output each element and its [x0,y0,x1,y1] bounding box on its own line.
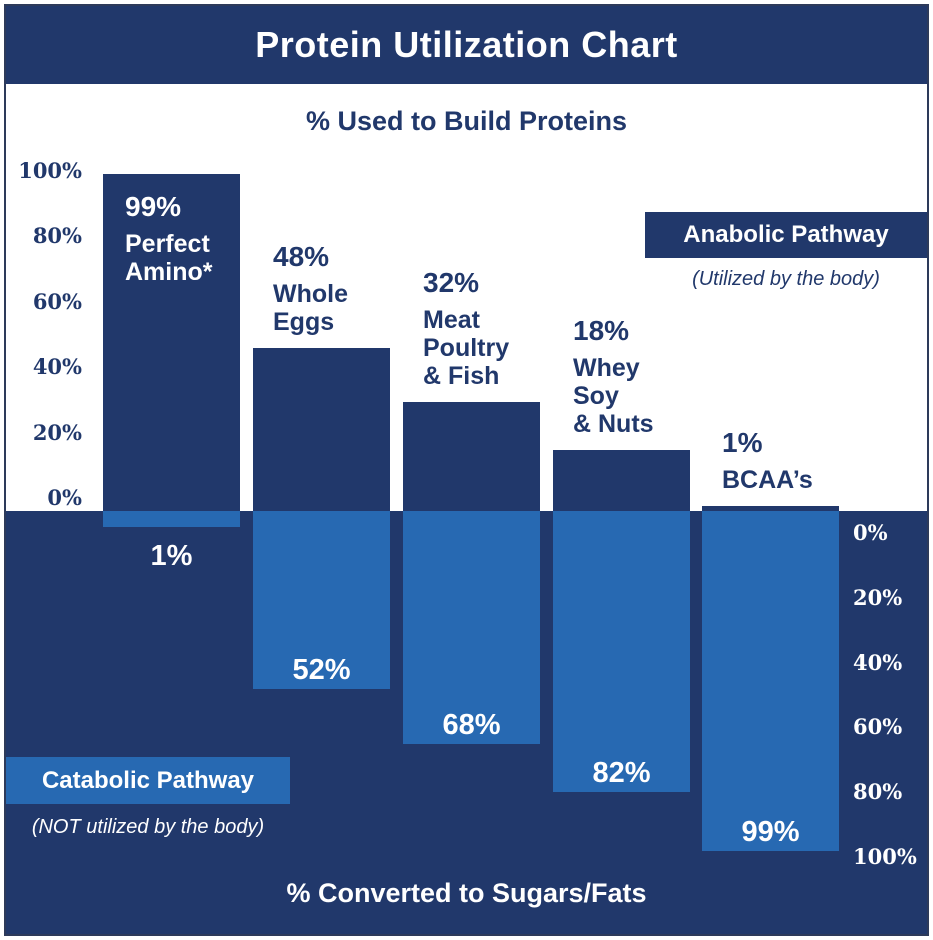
category-name-line: Soy [573,381,619,410]
right-axis-tick: 0% [853,520,888,545]
right-axis-tick: 80% [853,779,903,805]
anabolic-bar [253,347,390,511]
chart-frame: Protein Utilization Chart % Used to Buil… [4,4,929,936]
chart-inner: Protein Utilization Chart % Used to Buil… [6,6,927,934]
left-axis-tick: 20% [32,419,82,445]
anabolic-pathway-caption: (Utilized by the body) [692,268,880,290]
category-name-line: Meat [423,306,480,335]
category-name-line: & Nuts [573,409,654,438]
catabolic-pathway-caption: (NOT utilized by the body) [31,816,265,838]
catabolic-bar [553,511,690,793]
right-axis-tick: 40% [853,649,903,675]
left-axis-tick: 80% [32,223,82,249]
category-name-line: Poultry [423,334,510,363]
category-name-line: BCAA’s [722,466,813,494]
catabolic-bar [103,511,240,527]
build-percent-label: 18% [573,314,630,346]
build-percent-label: 1% [722,427,763,458]
right-axis-tick: 20% [853,584,903,610]
bar-category-label: 99% Perfect Amino* [125,191,213,287]
anabolic-section-heading: % Used to Build Proteins [305,106,628,136]
category-name-line: Whey [573,353,640,382]
convert-percent-label: 52% [292,654,351,687]
catabolic-bar [702,511,839,851]
category-name-line: & Fish [423,362,500,391]
category-name-line: Amino* [125,258,213,287]
bar-category-label: 18% Whey Soy & Nuts [573,314,654,438]
right-axis-tick: 60% [853,714,903,740]
bar-category-label: 1% BCAA’s [722,427,813,495]
catabolic-bar [403,511,540,745]
category-name-line: Whole [273,279,348,308]
right-axis-tick: 100% [853,844,917,869]
left-axis-tick: 60% [32,288,82,314]
build-percent-label: 48% [273,240,330,272]
convert-percent-label: 1% [150,540,193,572]
chart-header: Protein Utilization Chart [6,6,927,84]
left-axis-tick: 100% [18,158,82,183]
category-name-line: Perfect [125,230,210,259]
convert-percent-label: 68% [442,709,501,742]
catabolic-bar [253,511,390,690]
build-percent-label: 99% [125,191,182,223]
page-title: Protein Utilization Chart [255,24,678,65]
bar-category-label: 32% Meat Poultry & Fish [423,267,510,391]
anabolic-bar [103,174,240,511]
convert-percent-label: 99% [741,815,800,848]
anabolic-bar [702,506,839,511]
anabolic-bar [553,449,690,511]
catabolic-pathway-label: Catabolic Pathway [6,757,290,804]
build-percent-label: 32% [423,267,480,299]
left-axis-tick: 40% [32,354,82,380]
category-name-line: Eggs [273,307,335,336]
bar-category-label: 48% Whole Eggs [273,240,348,336]
anabolic-pathway-label: Anabolic Pathway [645,212,927,258]
convert-percent-label: 82% [592,757,651,790]
catabolic-section-heading: % Converted to Sugars/Fats [286,878,647,908]
anabolic-bar [403,402,540,511]
left-axis-tick: 0% [47,485,82,510]
